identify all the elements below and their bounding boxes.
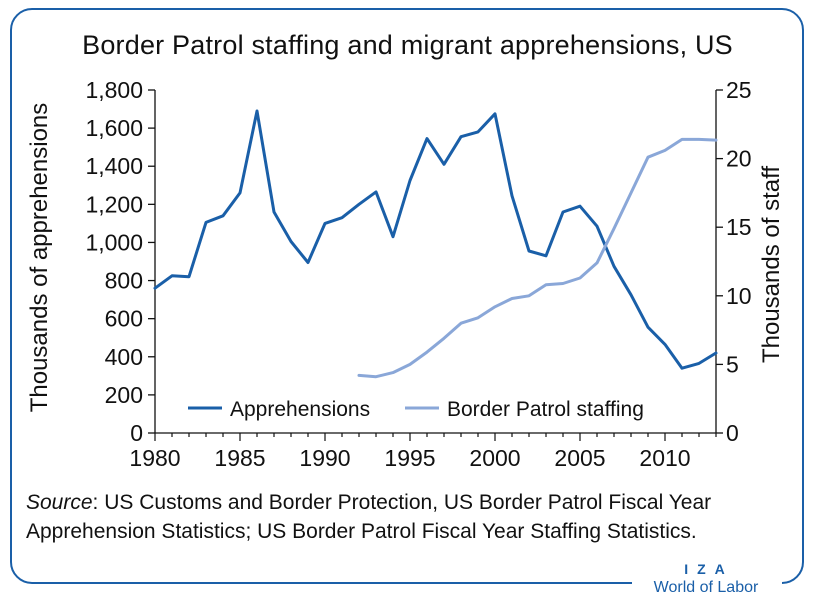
x-tick-label: 1995: [384, 445, 435, 471]
x-tick-label: 2000: [469, 445, 520, 471]
brand-iza: IZA: [684, 561, 734, 577]
legend-label: Apprehensions: [230, 398, 370, 421]
y-tick-label: 0: [130, 420, 143, 446]
y-axis-title: Thousands of apprehensions: [26, 103, 53, 413]
y-tick-label: 400: [105, 344, 143, 370]
brand-gap: [632, 574, 782, 592]
y2-tick-label: 5: [726, 351, 739, 377]
series-line-apprehensions: [153, 109, 718, 370]
x-tick-label: 2005: [554, 445, 605, 471]
y-tick-label: 800: [105, 268, 143, 294]
source-label: Source: [26, 491, 93, 514]
legend-label: Border Patrol staffing: [447, 398, 644, 421]
brand-world-of-labor: World of Labor: [653, 579, 759, 596]
y-tick-label: 1,800: [85, 77, 143, 103]
y-tick-label: 1,200: [85, 191, 143, 217]
y2-tick-label: 25: [726, 77, 752, 103]
y-tick-label: 200: [105, 382, 143, 408]
y2-axis-title: Thousands of staff: [758, 166, 785, 363]
x-tick-label: 2010: [639, 445, 690, 471]
y-tick-label: 1,600: [85, 115, 143, 141]
y-tick-label: 600: [105, 306, 143, 332]
y-tick-label: 1,000: [85, 229, 143, 255]
x-tick-label: 1990: [299, 445, 350, 471]
figure-frame: [10, 8, 804, 584]
y-tick-label: 1,400: [85, 153, 143, 179]
source-text: : US Customs and Border Protection, US B…: [26, 491, 712, 543]
source-note: Source: US Customs and Border Protection…: [26, 488, 796, 546]
y2-tick-label: 20: [726, 146, 752, 172]
chart-title: Border Patrol staffing and migrant appre…: [82, 30, 733, 60]
y2-tick-label: 10: [726, 283, 752, 309]
y2-tick-label: 0: [726, 420, 739, 446]
x-tick-label: 1985: [214, 445, 265, 471]
series-line-staffing: [357, 137, 718, 379]
x-tick-label: 1980: [129, 445, 180, 471]
iza-brand: IZA World of Labor: [636, 560, 776, 598]
y2-tick-label: 15: [726, 214, 752, 240]
